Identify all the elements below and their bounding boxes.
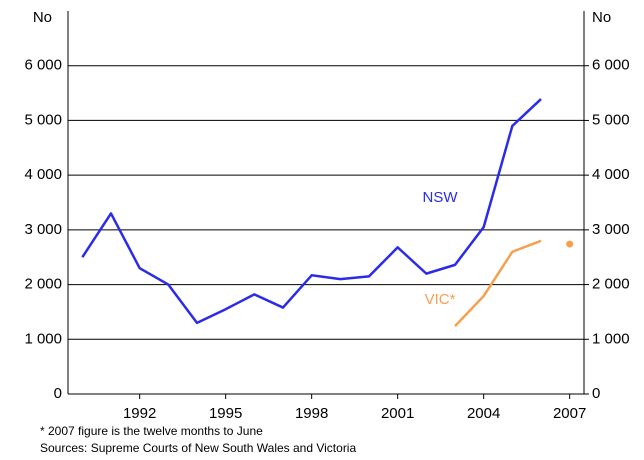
- y-tick-label: 4 000: [24, 166, 62, 183]
- y-tick-label: 1 000: [24, 330, 62, 347]
- y2-tick-label: 2 000: [592, 276, 630, 293]
- y2-tick-label: 1 000: [592, 330, 630, 347]
- series-line: [454, 239, 542, 328]
- y-tick-label: 5 000: [24, 111, 62, 128]
- x-tick-label: 1992: [123, 405, 156, 422]
- y2-tick-label: 0: [592, 385, 600, 402]
- footnote: * 2007 figure is the twelve months to Ju…: [40, 424, 263, 438]
- y-axis-label: No: [33, 9, 52, 26]
- y-tick-label: 0: [54, 385, 62, 402]
- partial-point: [566, 240, 574, 248]
- x-tick-label: 2001: [381, 405, 414, 422]
- y2-tick-label: 3 000: [592, 221, 630, 238]
- x-tick-label: 1995: [209, 405, 242, 422]
- x-tick-label: 1998: [295, 405, 328, 422]
- y2-tick-label: 6 000: [592, 57, 630, 74]
- y-tick-label: 3 000: [24, 221, 62, 238]
- x-tick-label: 2004: [467, 405, 500, 422]
- footnote: Sources: Supreme Courts of New South Wal…: [40, 441, 356, 455]
- y2-tick-label: 5 000: [592, 111, 630, 128]
- x-tick-label: 2007: [553, 405, 586, 422]
- y2-tick-label: 4 000: [592, 166, 630, 183]
- series-label: VIC*: [425, 291, 456, 308]
- series-line: [81, 98, 542, 325]
- series-label: NSW: [423, 189, 459, 206]
- y2-axis-label: No: [592, 9, 611, 26]
- y-tick-label: 6 000: [24, 57, 62, 74]
- y-tick-label: 2 000: [24, 276, 62, 293]
